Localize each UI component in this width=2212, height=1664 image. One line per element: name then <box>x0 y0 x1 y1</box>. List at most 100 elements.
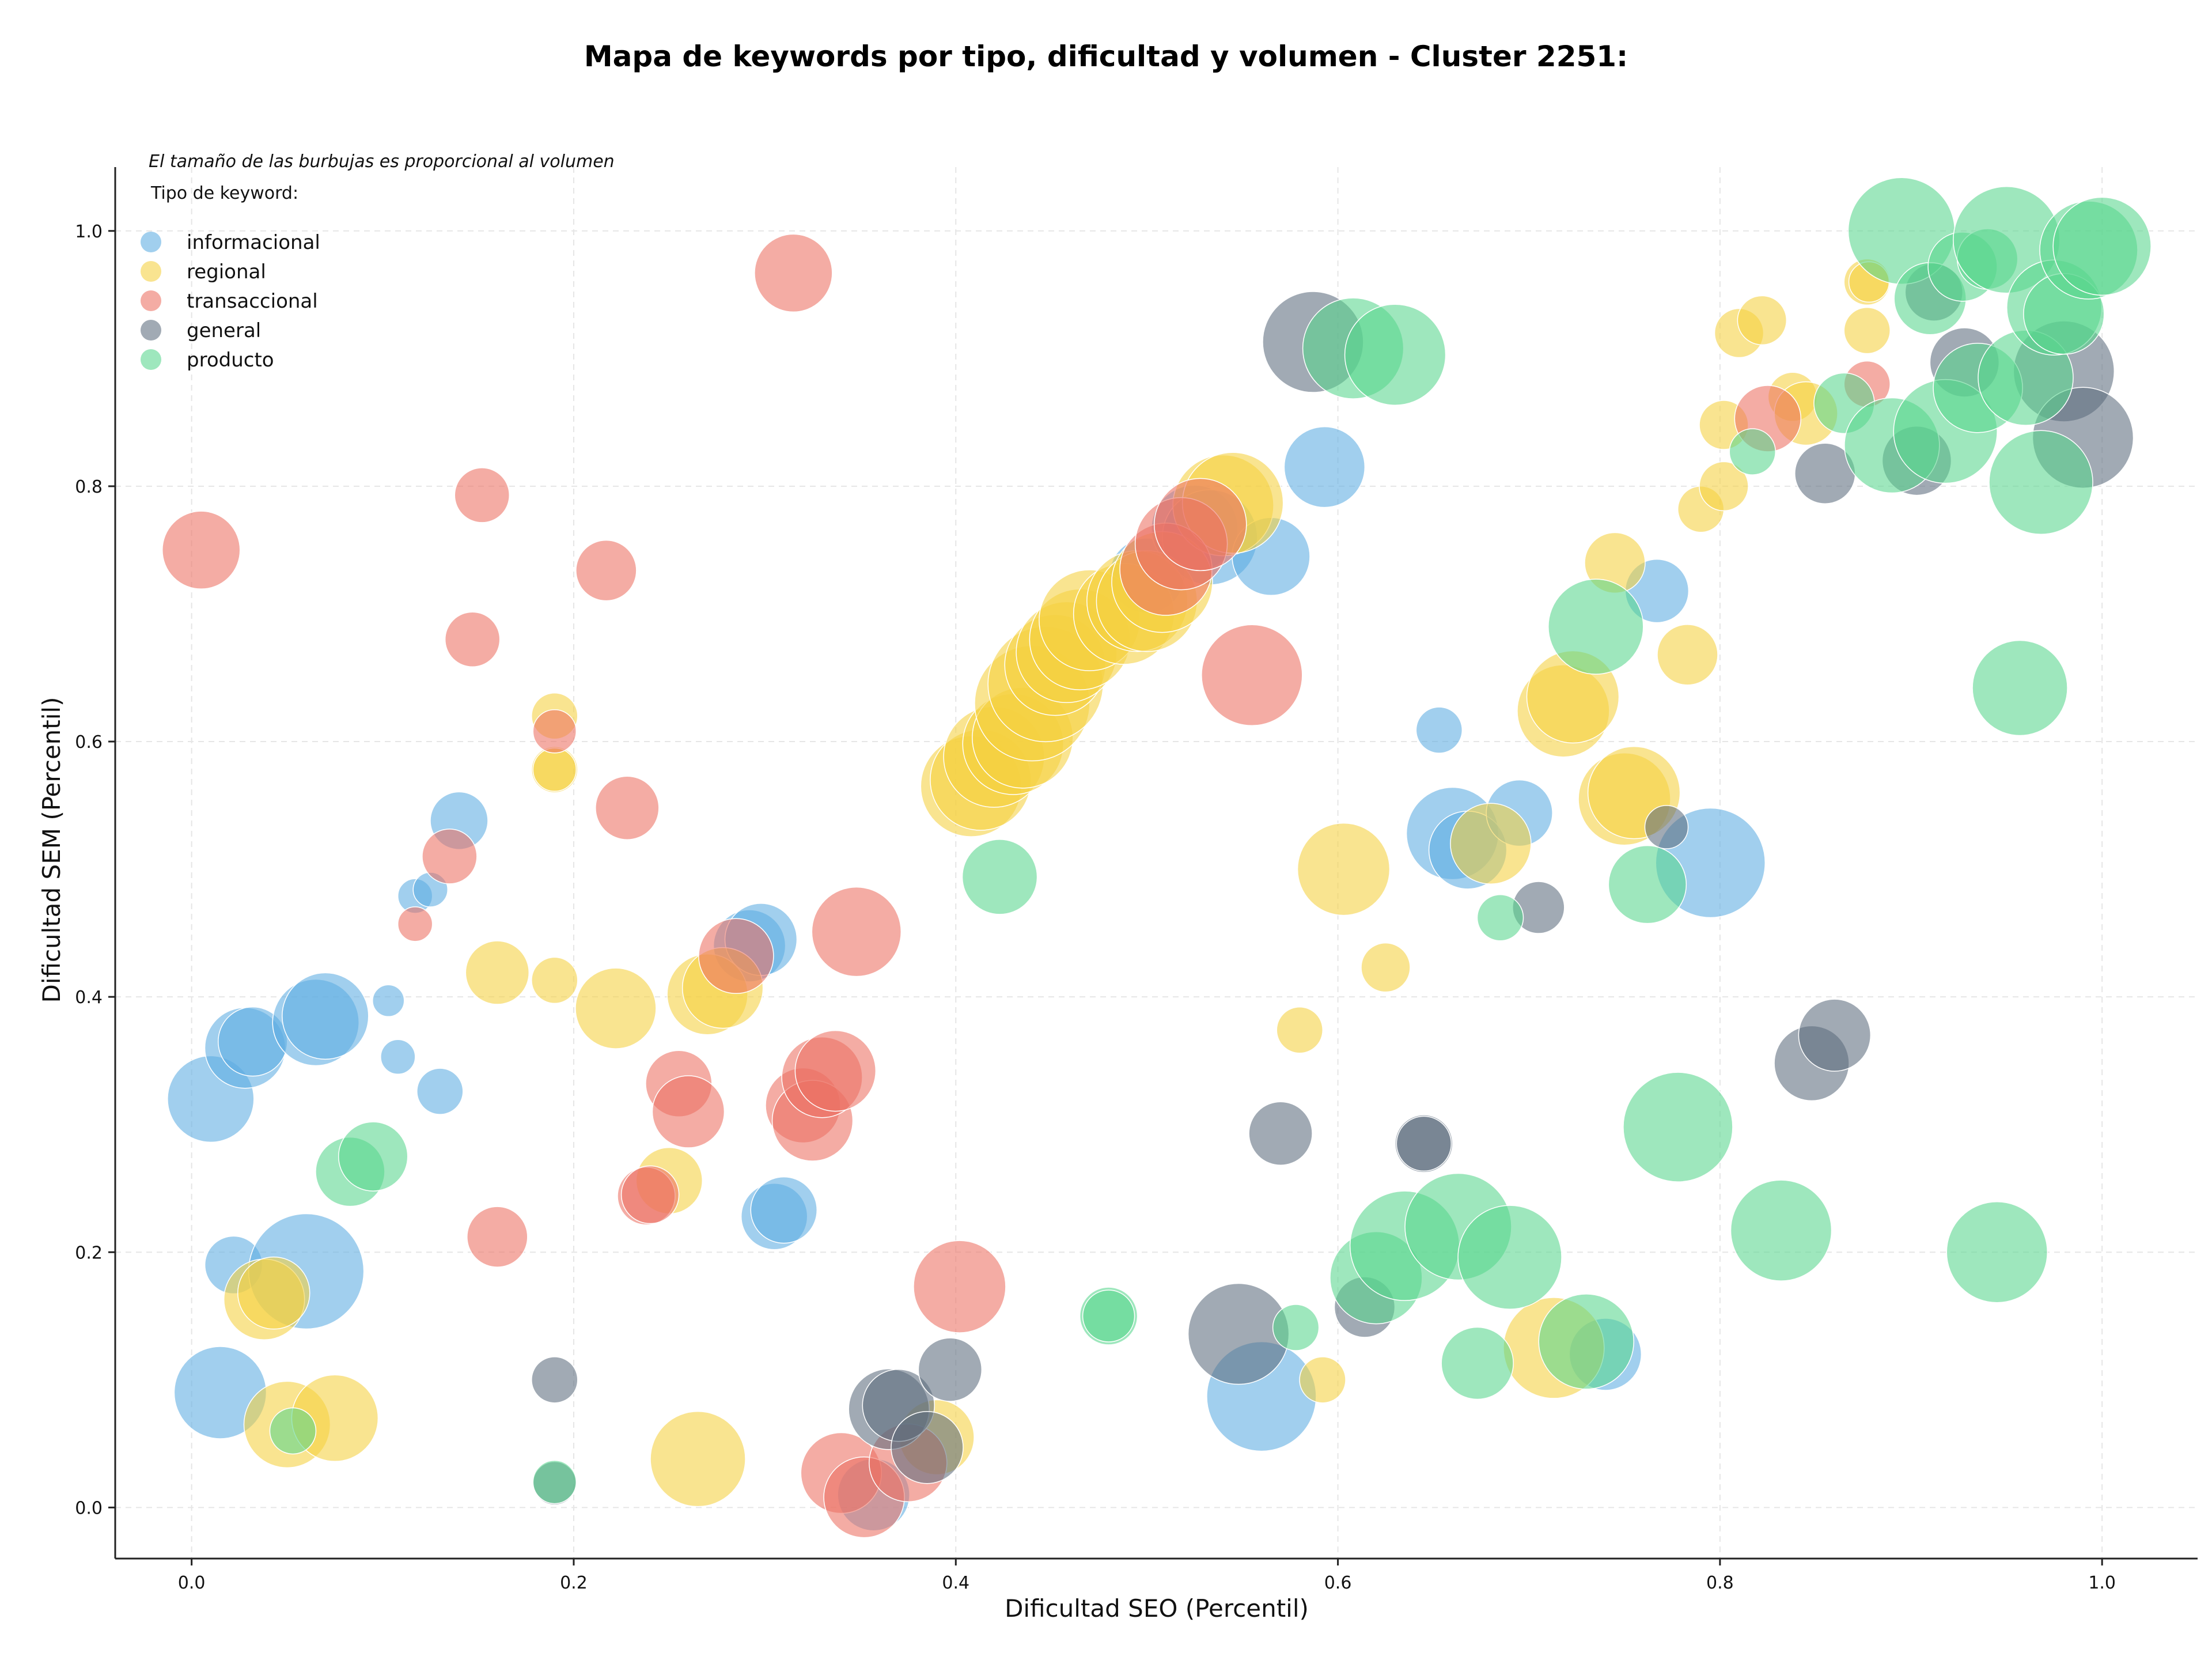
bubble-point <box>1946 1201 2048 1303</box>
bubble-point <box>1283 426 1366 508</box>
y-tick-label: 0.4 <box>75 988 103 1008</box>
legend-marker-producto <box>141 349 161 370</box>
bubble-point <box>1644 805 1689 849</box>
bubble-point <box>1972 640 2068 736</box>
y-tick-label: 0.0 <box>75 1498 103 1518</box>
bubble-point <box>2052 196 2152 296</box>
bubble-point <box>754 233 833 313</box>
bubble-point <box>575 539 637 602</box>
bubble-point <box>1699 461 1749 512</box>
bubble-point <box>1441 1326 1514 1400</box>
bubble-point <box>1538 1294 1634 1390</box>
legend-label-transaccional: transaccional <box>187 290 318 313</box>
bubble-point <box>650 1410 746 1507</box>
series-producto <box>269 177 2152 1504</box>
bubble-point <box>913 1240 1006 1333</box>
bubble-point <box>282 972 369 1060</box>
x-tick-label: 0.6 <box>1324 1573 1352 1593</box>
bubble-point <box>1798 999 1872 1072</box>
y-tick-label: 1.0 <box>75 222 103 242</box>
x-tick-label: 0.4 <box>942 1573 969 1593</box>
bubble-point <box>1457 1205 1562 1310</box>
bubble-point <box>1450 803 1532 885</box>
legend-title: Tipo de keyword: <box>150 183 298 203</box>
bubble-point <box>750 1176 818 1244</box>
bubble-point <box>338 1121 408 1192</box>
bubble-size-note: El tamaño de las burbujas es proporciona… <box>149 152 615 172</box>
x-tick-label: 0.8 <box>1706 1573 1734 1593</box>
x-tick-label: 0.2 <box>560 1573 588 1593</box>
bubble-point <box>454 467 510 523</box>
bubble-point <box>811 886 902 977</box>
bubble-point <box>1548 578 1644 675</box>
bubble-point <box>1272 1304 1320 1351</box>
bubble-point <box>620 1165 680 1224</box>
chart-title: Mapa de keywords por tipo, dificultad y … <box>584 40 1628 73</box>
bubble-point <box>1608 845 1687 924</box>
y-axis-label: Dificultad SEM (Percentil) <box>37 697 66 1003</box>
legend-marker-transaccional <box>141 290 161 311</box>
bubble-point <box>1657 624 1718 686</box>
legend-label-regional: regional <box>187 260 266 283</box>
bubble-point <box>237 1256 310 1330</box>
bubble-point <box>531 956 578 1004</box>
legend-label-producto: producto <box>187 349 274 372</box>
axes-layer: 0.0 0.2 0.4 0.6 0.8 1.0 0.0 0.2 0.4 0.6 0.8 1.0 <box>75 167 2198 1593</box>
bubble-point <box>397 906 433 942</box>
bubble-point <box>532 1459 577 1504</box>
bubble-point <box>1082 1289 1135 1342</box>
bubble-point <box>416 1068 464 1115</box>
bubble-point <box>1154 478 1247 572</box>
bubble-point <box>652 1075 725 1148</box>
bubble-layer <box>161 177 2152 1538</box>
bubble-point <box>422 829 478 884</box>
bubble-point <box>269 1407 317 1455</box>
x-axis-label: Dificultad SEO (Percentil) <box>1005 1594 1309 1623</box>
bubble-point <box>1988 430 2093 535</box>
legend: informacional regional transaccional genera… <box>141 231 320 372</box>
x-tick-label: 1.0 <box>2088 1573 2116 1593</box>
bubble-point <box>1729 428 1777 475</box>
bubble-point <box>891 1410 964 1484</box>
bubble-point <box>1248 1101 1313 1166</box>
bubble-point <box>794 1030 877 1112</box>
bubble-point <box>532 709 577 754</box>
bubble-point <box>161 510 241 589</box>
bubble-point <box>372 984 405 1018</box>
bubble-point <box>1201 624 1303 727</box>
bubble-point <box>1276 1006 1323 1054</box>
legend-marker-informacional <box>141 232 161 252</box>
bubble-point <box>1396 1115 1452 1172</box>
bubble-point <box>1730 1179 1832 1281</box>
bubble-point <box>1623 1072 1733 1182</box>
bubble-point <box>1297 822 1391 916</box>
legend-marker-general <box>141 320 161 341</box>
legend-marker-regional <box>141 261 161 282</box>
y-tick-label: 0.2 <box>75 1243 103 1263</box>
x-tick-label: 0.0 <box>178 1573 206 1593</box>
bubble-point <box>531 1356 578 1404</box>
y-tick-label: 0.6 <box>75 732 103 752</box>
bubble-point <box>918 1337 983 1402</box>
bubble-point <box>1299 1356 1346 1404</box>
bubble-point <box>575 967 657 1049</box>
y-tick-label: 0.8 <box>75 477 103 497</box>
bubble-point <box>1476 894 1524 941</box>
legend-label-general: general <box>187 319 261 342</box>
bubble-point <box>380 1039 416 1075</box>
bubble-point <box>961 839 1038 915</box>
bubble-point <box>698 918 774 994</box>
bubble-point <box>467 1206 528 1268</box>
bubble-point <box>465 940 530 1005</box>
bubble-point <box>1415 706 1463 754</box>
bubble-point <box>532 747 577 792</box>
bubble-point <box>1344 304 1446 406</box>
legend-label-informacional: informacional <box>187 231 320 254</box>
bubble-point <box>1737 295 1787 346</box>
bubble-point <box>1843 307 1891 354</box>
bubble-point <box>444 611 501 668</box>
bubble-point <box>595 776 660 840</box>
bubble-point <box>1361 942 1411 993</box>
